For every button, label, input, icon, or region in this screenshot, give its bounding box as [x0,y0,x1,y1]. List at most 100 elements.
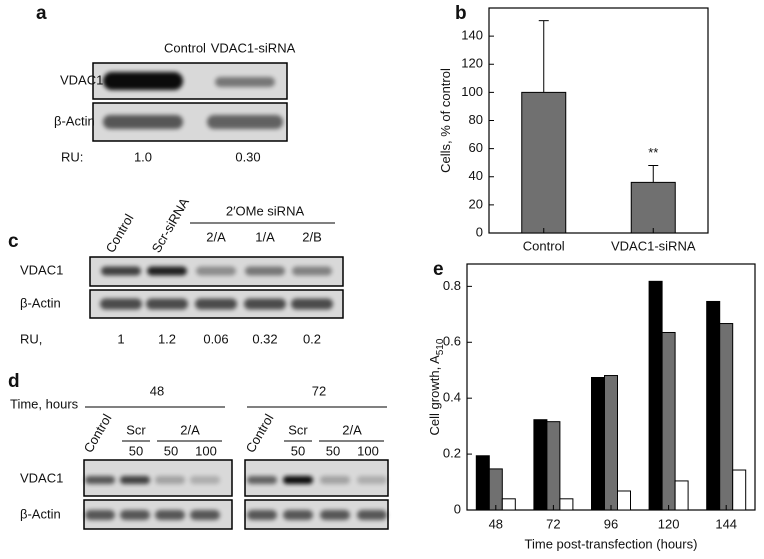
bar [591,376,605,511]
y-axis-label-text: Cells, % of control [438,68,453,173]
blot-band [120,510,150,520]
column-label: 2/B [302,229,322,244]
panel-label: e [433,259,444,280]
x-tick-label: 72 [546,516,560,531]
ru-value: 0.2 [303,331,321,346]
column-label: Control [81,411,115,455]
y-tick-label: 40 [469,168,483,183]
blot-band [85,510,115,520]
y-axis-label-subscript: 510 [435,338,446,355]
dose-label: 50 [129,443,143,458]
column-label: Control [164,40,206,55]
bar [488,468,503,511]
bar [501,498,516,511]
bar [546,421,561,511]
blot-band [320,476,350,484]
bar [604,375,618,511]
annotation: ** [648,145,658,160]
row-label: β-Actin [54,113,95,128]
y-tick-label: 0 [454,501,461,516]
blot-band [155,476,185,484]
blot-band [357,510,387,520]
row-label: VDAC1 [20,470,63,485]
column-label: 2/A [180,422,200,437]
dose-label: 100 [195,443,217,458]
blot-band [283,476,313,484]
column-label: VDAC1-siRNA [211,40,296,55]
blot-band [190,476,220,484]
blot-band [85,476,115,484]
blot-band [155,510,185,520]
blot-band [320,510,350,520]
blot-band [103,72,183,90]
x-tick-label: Control [523,238,565,253]
bar [648,280,663,511]
blot-band [146,298,188,310]
y-tick-label: 140 [461,28,483,43]
x-tick-label: 96 [604,516,618,531]
ru-value: 0.06 [203,331,228,346]
blot-band [357,476,387,484]
bar [630,181,676,234]
bar [719,323,734,511]
y-tick-label: 80 [469,112,483,127]
x-tick-label: 144 [715,516,737,531]
y-tick-label: 60 [469,140,483,155]
blot-band [120,476,150,484]
y-tick-label: 100 [461,84,483,99]
bar [521,91,567,234]
ru-label: RU, [20,331,42,346]
column-label: Scr [126,422,146,437]
panel-label: b [455,3,467,24]
blot-band [147,266,187,276]
dose-label: 100 [357,443,379,458]
blot-band [195,298,237,310]
blot-band [247,476,277,484]
column-label: Control [103,211,137,255]
bar [617,490,631,511]
y-axis-label: Cells, % of control [438,68,453,173]
blot-band [101,266,141,276]
bar [533,419,548,511]
column-label: Scr [288,422,308,437]
dose-label: 50 [164,443,178,458]
column-label: 2/A [206,229,226,244]
blot-band [291,298,333,310]
time-value: 48 [150,383,164,398]
group-label: 2′OMe siRNA [226,203,305,218]
dose-label: 50 [326,443,340,458]
bar [706,300,721,511]
blot-band [283,510,313,520]
x-tick-label: 120 [658,516,680,531]
row-label: VDAC1 [20,262,63,277]
y-tick-label: 0.6 [443,334,461,349]
blot-band [292,266,332,276]
blot-band [196,266,236,276]
y-axis-label: Cell growth, A510 [427,338,445,435]
column-label: 2/A [342,422,362,437]
column-label: Scr-siRNA [149,195,192,255]
blot-band [103,115,183,129]
row-label: β-Actin [20,506,61,521]
ru-value: 1 [117,331,124,346]
y-tick-label: 0.2 [443,446,461,461]
x-tick-label: VDAC1-siRNA [611,238,696,253]
blot-band [245,266,285,276]
y-tick-label: 0.8 [443,278,461,293]
y-tick-label: 0.4 [443,390,461,405]
blot-band [207,115,283,129]
y-tick-label: 20 [469,196,483,211]
ru-value: 0.30 [235,149,260,164]
bar [732,469,747,511]
ru-value: 0.32 [252,331,277,346]
blot-band [247,510,277,520]
bar [674,480,689,511]
ru-value: 1.2 [158,331,176,346]
row-label: β-Actin [20,295,61,310]
bar [559,498,574,511]
blot-band [244,298,286,310]
panel-label: c [8,231,19,252]
x-axis-label: Time post-transfection (hours) [525,536,698,551]
time-value: 72 [312,383,326,398]
